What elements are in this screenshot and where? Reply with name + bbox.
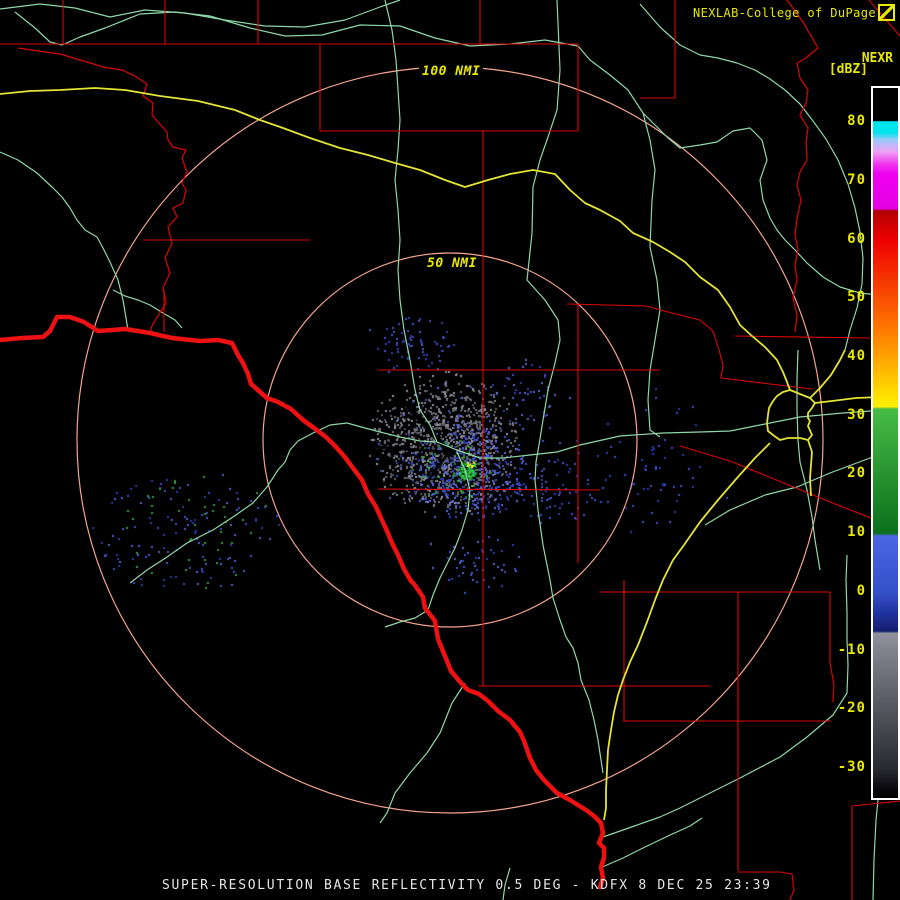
colorbar-tick-label: 60 bbox=[847, 231, 866, 247]
range-ring-label-100nmi: 100 NMI bbox=[419, 64, 484, 79]
reflectivity-colorbar bbox=[871, 86, 900, 800]
colorbar-tick-label: 70 bbox=[847, 172, 866, 188]
colorbar-tick-label: 50 bbox=[847, 289, 866, 305]
cod-flag-icon bbox=[878, 4, 895, 21]
colorbar-tick-label: 10 bbox=[847, 524, 866, 540]
roads-yellow bbox=[0, 87, 900, 821]
colorbar-tick-label: -30 bbox=[837, 759, 866, 775]
colorbar-tick-label: 0 bbox=[856, 583, 866, 599]
colorbar-tick-label: 80 bbox=[847, 113, 866, 129]
rivers-thin bbox=[17, 0, 819, 333]
colorbar-gradient bbox=[873, 88, 898, 798]
colorbar-tick-label: 40 bbox=[847, 348, 866, 364]
colorbar-tick-label: 20 bbox=[847, 465, 866, 481]
colorbar-tick-label: 30 bbox=[847, 407, 866, 423]
range-ring bbox=[262, 252, 638, 628]
colorbar-unit-label: [dBZ] bbox=[828, 62, 868, 77]
river-rio-grande bbox=[0, 314, 607, 890]
brand-text: NEXLAB-College of DuPage bbox=[693, 6, 876, 20]
range-ring bbox=[76, 66, 824, 814]
colorbar-tick-label: -10 bbox=[837, 642, 866, 658]
product-title: SUPER-RESOLUTION BASE REFLECTIVITY 0.5 D… bbox=[162, 878, 772, 893]
colorbar-tick-label: -20 bbox=[837, 700, 866, 716]
range-ring-label-50nmi: 50 NMI bbox=[424, 256, 480, 271]
colorbar-product-label: NEXR bbox=[861, 51, 893, 66]
